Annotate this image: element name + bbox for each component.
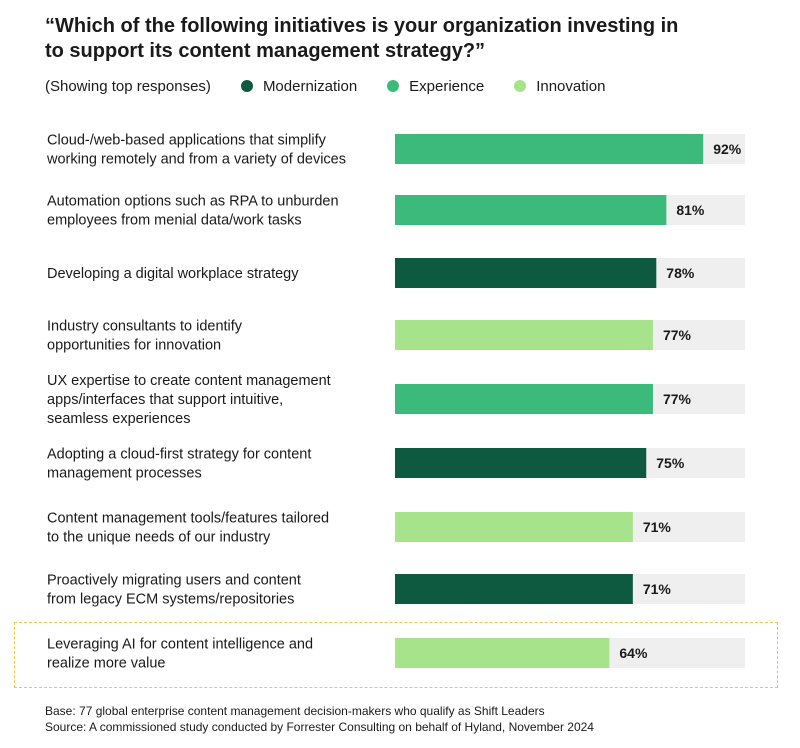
legend-item-modernization: Modernization xyxy=(240,77,358,95)
category-label: Industry consultants to identify opportun… xyxy=(47,319,243,354)
footnotes: Base: 77 global enterprise content manag… xyxy=(45,703,594,735)
category-label-line: Proactively migrating users and content xyxy=(47,573,301,589)
category-label: Automation options such as RPA to unburd… xyxy=(47,194,339,229)
category-label-line: from legacy ECM systems/repositories xyxy=(47,592,294,608)
bar xyxy=(395,258,657,288)
category-label-line: apps/interfaces that support intuitive, xyxy=(47,392,283,408)
bar xyxy=(395,320,653,350)
category-label-line: working remotely and from a variety of d… xyxy=(46,152,346,168)
bar xyxy=(395,448,647,478)
category-label: Content management tools/features tailor… xyxy=(47,511,329,546)
category-label: Leveraging AI for content intelligence a… xyxy=(47,637,313,672)
bar-value-label: 81% xyxy=(676,202,705,218)
category-label-line: UX expertise to create content managemen… xyxy=(47,373,331,389)
category-label-line: seamless experiences xyxy=(47,411,190,427)
bar xyxy=(395,195,667,225)
footnote-base: Base: 77 global enterprise content manag… xyxy=(45,704,545,718)
legend-swatch-modernization xyxy=(240,80,253,92)
bar xyxy=(395,574,633,604)
legend-label-modernization: Modernization xyxy=(262,77,358,95)
legend: (Showing top responses) Modernization Ex… xyxy=(45,76,745,96)
legend-label-innovation: Innovation xyxy=(536,77,606,95)
bar-value-label: 77% xyxy=(663,391,692,407)
legend-item-innovation: Innovation xyxy=(514,78,605,95)
category-label-line: realize more value xyxy=(47,656,165,672)
category-label: Proactively migrating users and content f… xyxy=(47,573,301,608)
footnote-source: Source: A commissioned study conducted b… xyxy=(45,720,594,734)
bar-value-label: 78% xyxy=(666,265,695,281)
bar xyxy=(395,384,653,414)
highlight-box xyxy=(14,622,778,688)
legend-item-experience: Experience xyxy=(387,78,484,95)
category-label-line: to the unique needs of our industry xyxy=(47,530,271,546)
category-label-line: Content management tools/features tailor… xyxy=(47,511,329,527)
bar-value-label: 71% xyxy=(643,519,672,535)
bar-value-label: 71% xyxy=(643,581,672,597)
category-label: Adopting a cloud-first strategy for cont… xyxy=(47,447,311,482)
category-label-line: Leveraging AI for content intelligence a… xyxy=(47,637,313,653)
category-label-line: Automation options such as RPA to unburd… xyxy=(47,194,339,210)
category-label-line: Developing a digital workplace strategy xyxy=(47,266,299,282)
category-label: Cloud-/web-based applications that simpl… xyxy=(46,133,346,168)
category-label-line: opportunities for innovation xyxy=(47,338,221,354)
category-label-line: Cloud-/web-based applications that simpl… xyxy=(47,133,327,149)
legend-note: (Showing top responses) xyxy=(45,77,211,95)
legend-swatch-innovation xyxy=(514,80,527,92)
bar xyxy=(395,512,633,542)
bar-value-label: 75% xyxy=(656,455,685,471)
bar-chart: 92% Cloud-/web-based applications that si… xyxy=(46,133,745,672)
bar-value-label: 77% xyxy=(663,327,692,343)
category-label-line: management processes xyxy=(47,466,202,482)
category-label: UX expertise to create content managemen… xyxy=(47,373,331,427)
category-label-line: Industry consultants to identify xyxy=(47,319,243,335)
category-label-line: Adopting a cloud-first strategy for cont… xyxy=(47,447,311,463)
legend-label-experience: Experience xyxy=(409,77,485,95)
bar xyxy=(395,638,610,668)
bar xyxy=(395,134,704,164)
chart-title: “Which of the following initiatives is y… xyxy=(45,15,679,62)
category-label: Developing a digital workplace strategy xyxy=(47,266,299,282)
legend-swatch-experience xyxy=(387,80,400,92)
bar-value-label: 64% xyxy=(619,645,648,661)
bar-value-label: 92% xyxy=(713,141,742,157)
category-label-line: employees from menial data/work tasks xyxy=(47,213,302,229)
